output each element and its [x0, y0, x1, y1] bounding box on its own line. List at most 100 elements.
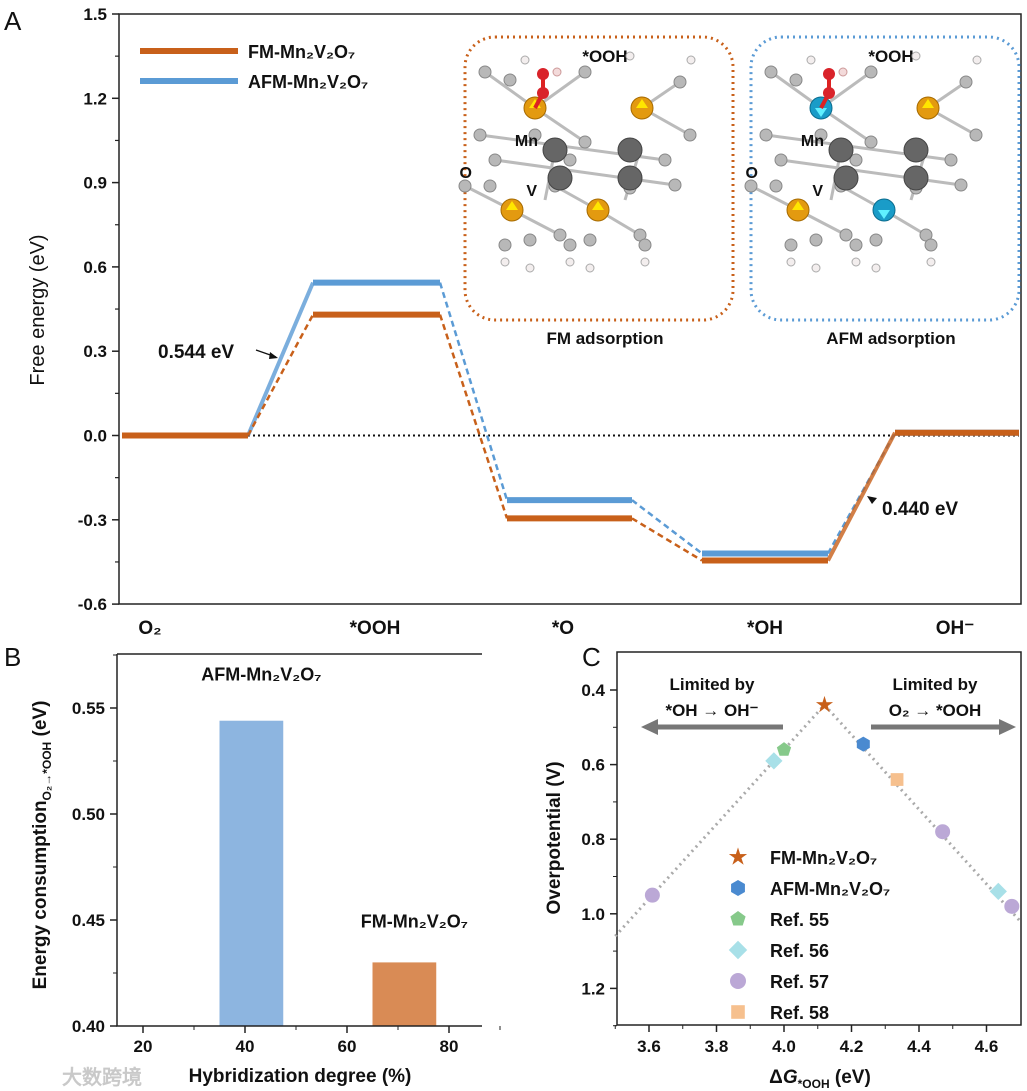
y-tick-label: 0.55 [72, 699, 105, 718]
legend-label: Ref. 58 [770, 1003, 829, 1023]
x-axis-title: Hybridization degree (%) [189, 1066, 412, 1087]
vanadium-atom [547, 165, 573, 191]
y-axis-title: Energy consumptionO₂→*OOH (eV) [30, 701, 54, 990]
right-arrowhead-icon [999, 719, 1016, 735]
y-axis-title-unit: (eV) [30, 701, 51, 742]
oxygen-atom [814, 128, 828, 142]
limit-annotation-left-line1: Limited by [669, 675, 755, 694]
y-tick-label: 0.8 [581, 830, 605, 849]
x-tick-label: 4.0 [772, 1037, 796, 1056]
vanadium-atom [617, 165, 643, 191]
connector-afm [438, 282, 509, 501]
oxygen-atom [563, 153, 577, 167]
fm-adsorption-inset: *OOH FM adsorption Mn O V [458, 35, 735, 348]
panel-label-a: A [4, 6, 22, 36]
oxygen-atom [959, 75, 973, 89]
hydrogen-atom [911, 51, 921, 61]
y-tick-label: 0.3 [83, 342, 107, 361]
inset-border [749, 35, 1021, 322]
connector-afm [246, 281, 315, 437]
connector-afm [631, 499, 703, 555]
oxygen-atom [683, 128, 697, 142]
barrier-annotation-fm: 0.440 eV [882, 499, 958, 520]
oxygen-atom [869, 233, 883, 247]
bar-label-fm: FM-Mn₂V₂O₇ [361, 911, 468, 931]
x-category-label: *OH [747, 618, 783, 639]
inset-border [463, 35, 735, 322]
ooh-oxygen-atom [537, 87, 549, 99]
bar-label-afm: AFM-Mn₂V₂O₇ [201, 665, 321, 685]
oxygen-atom [784, 238, 798, 252]
oxygen-atom [578, 65, 592, 79]
oxygen-atom [503, 73, 517, 87]
y-tick-label: 0.6 [83, 258, 107, 277]
legend-marker-square-icon [731, 1005, 745, 1019]
data-point-diamond [765, 752, 783, 770]
y-tick-label: 0.45 [72, 911, 105, 930]
data-point-circle [1004, 898, 1020, 914]
oxygen-atom [498, 238, 512, 252]
oxygen-atom [668, 178, 682, 192]
legend-label: Ref. 55 [770, 910, 829, 930]
hydrogen-atom [520, 55, 530, 65]
vanadium-atom [542, 137, 568, 163]
x-tick-label: 4.6 [975, 1037, 999, 1056]
oxygen-atom [488, 153, 502, 167]
data-point-pentagon [776, 742, 792, 756]
atom-label-mn: Mn [801, 133, 824, 150]
x-tick-label: 80 [440, 1037, 459, 1056]
x-tick-label: 40 [236, 1037, 255, 1056]
oxygen-atom [769, 179, 783, 193]
legend-label: Ref. 56 [770, 941, 829, 961]
ooh-hydrogen-atom [552, 67, 562, 77]
oxygen-atom [864, 65, 878, 79]
bond [494, 158, 676, 187]
x-axis-title-delta: Δ [769, 1067, 783, 1088]
oxygen-atom [673, 75, 687, 89]
data-point-hexagon [856, 736, 870, 752]
legend-marker-diamond-icon [728, 940, 748, 960]
hydrogen-atom [926, 257, 936, 267]
bar-1 [372, 962, 437, 1026]
arrowhead [269, 352, 278, 359]
data-point-square [890, 773, 904, 786]
oxygen-atom [583, 233, 597, 247]
limit-annotation-left-line2: *OH → OH⁻ [665, 701, 758, 720]
y-axis-title-main: Energy consumption [30, 800, 51, 989]
hydrogen-atom [625, 51, 635, 61]
connector-fm [826, 431, 897, 562]
hydrogen-atom [686, 55, 696, 65]
oxygen-atom [764, 65, 778, 79]
oxygen-atom [849, 153, 863, 167]
oxygen-atom [744, 179, 758, 193]
hybridization-bar-chart: AFM-Mn₂V₂O₇ FM-Mn₂V₂O₇ 0.40 0.45 0.50 0.55 20 4… [30, 653, 501, 1087]
vanadium-atom [903, 165, 929, 191]
oxygen-atom [954, 178, 968, 192]
legend-label: FM-Mn₂V₂O₇ [770, 848, 877, 868]
oxygen-atom [478, 65, 492, 79]
spin-up-arrow-icon [506, 201, 518, 210]
legend-label: AFM-Mn₂V₂O₇ [770, 879, 890, 899]
x-tick-label: 4.2 [840, 1037, 864, 1056]
inset-caption: FM adsorption [546, 329, 663, 348]
volcano-plot: 0.4 0.6 0.8 1.0 1.2 3.6 3.8 4.0 4.2 4.4 4.6 ΔG*OOH … [544, 651, 1022, 1091]
spin-up-arrow-icon [636, 99, 648, 108]
y-tick-label: -0.6 [78, 595, 107, 614]
oxygen-atom [774, 153, 788, 167]
oxygen-atom [658, 153, 672, 167]
y-tick-label: 0.6 [581, 756, 605, 775]
oxygen-atom [944, 153, 958, 167]
spin-down-arrow-icon [815, 108, 827, 117]
legend-label: FM-Mn₂V₂O₇ [248, 42, 355, 62]
oxygen-atom [638, 238, 652, 252]
oxygen-atom [528, 128, 542, 142]
atom-label-o: O [460, 165, 472, 182]
barrier-annotation-afm: 0.544 eV [158, 342, 234, 363]
oxygen-atom [809, 233, 823, 247]
legend-label: AFM-Mn₂V₂O₇ [248, 72, 368, 92]
x-category-label: O₂ [138, 618, 161, 639]
y-axis-title-subscript: O₂→*OOH [40, 742, 54, 801]
oxygen-atom [924, 238, 938, 252]
y-tick-label: 1.0 [581, 905, 605, 924]
